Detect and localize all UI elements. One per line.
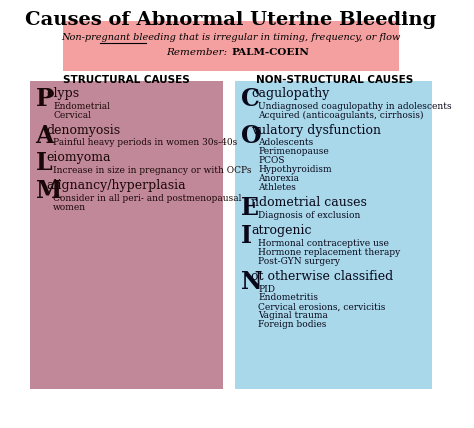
Text: women: women <box>53 203 86 212</box>
Text: alignancy/hyperplasia: alignancy/hyperplasia <box>46 179 186 192</box>
Text: atrogenic: atrogenic <box>251 224 311 237</box>
FancyBboxPatch shape <box>30 81 223 389</box>
Text: Diagnosis of exclusion: Diagnosis of exclusion <box>258 211 361 220</box>
Text: vulatory dysfunction: vulatory dysfunction <box>251 124 381 137</box>
Text: Non-pregnant bleeding that is irregular in timing, frequency, or flow: Non-pregnant bleeding that is irregular … <box>61 33 401 42</box>
Text: Cervical erosions, cervicitis: Cervical erosions, cervicitis <box>258 303 385 312</box>
Text: Endometritis: Endometritis <box>258 294 318 303</box>
Text: Anorexia: Anorexia <box>258 174 299 183</box>
Text: Increase in size in pregnancy or with OCPs: Increase in size in pregnancy or with OC… <box>53 166 252 175</box>
Text: Consider in all peri- and postmenopausal: Consider in all peri- and postmenopausal <box>53 194 242 203</box>
Text: Vaginal trauma: Vaginal trauma <box>258 311 328 321</box>
Text: Hypothyroidism: Hypothyroidism <box>258 165 332 174</box>
Text: Hormonal contraceptive use: Hormonal contraceptive use <box>258 239 389 248</box>
Text: oagulopathy: oagulopathy <box>251 87 329 100</box>
Text: Undiagnosed coagulopathy in adolescents: Undiagnosed coagulopathy in adolescents <box>258 102 452 111</box>
Text: Causes of Abnormal Uterine Bleeding: Causes of Abnormal Uterine Bleeding <box>26 11 437 30</box>
Text: E: E <box>241 196 259 220</box>
Text: denomyosis: denomyosis <box>46 124 120 137</box>
Text: STRUCTURAL CAUSES: STRUCTURAL CAUSES <box>64 75 190 85</box>
Text: A: A <box>36 124 54 148</box>
Text: Hormone replacement therapy: Hormone replacement therapy <box>258 248 401 257</box>
Text: Perimenopause: Perimenopause <box>258 147 329 157</box>
Text: PALM-COEIN: PALM-COEIN <box>232 48 310 57</box>
Text: Remember:: Remember: <box>167 48 231 57</box>
FancyBboxPatch shape <box>63 21 399 71</box>
Text: ot otherwise classified: ot otherwise classified <box>251 270 393 282</box>
Text: Adolescents: Adolescents <box>258 139 313 148</box>
FancyBboxPatch shape <box>236 81 432 389</box>
Text: eiomyoma: eiomyoma <box>46 152 110 164</box>
Text: PCOS: PCOS <box>258 156 285 165</box>
Text: M: M <box>36 179 62 203</box>
Text: ndometrial causes: ndometrial causes <box>251 196 367 209</box>
Text: C: C <box>241 87 259 111</box>
Text: N: N <box>241 270 262 294</box>
Text: Post-GYN surgery: Post-GYN surgery <box>258 257 340 266</box>
Text: Acquired (anticoagulants, cirrhosis): Acquired (anticoagulants, cirrhosis) <box>258 111 424 120</box>
Text: olyps: olyps <box>46 87 79 100</box>
Text: P: P <box>36 87 54 111</box>
Text: Cervical: Cervical <box>53 111 91 120</box>
Text: O: O <box>241 124 261 148</box>
Text: PID: PID <box>258 285 275 294</box>
Text: L: L <box>36 152 52 175</box>
Text: Athletes: Athletes <box>258 183 296 192</box>
Text: Painful heavy periods in women 30s-40s: Painful heavy periods in women 30s-40s <box>53 139 237 148</box>
Text: NON-STRUCTURAL CAUSES: NON-STRUCTURAL CAUSES <box>256 75 413 85</box>
Text: I: I <box>241 224 252 248</box>
Text: Foreign bodies: Foreign bodies <box>258 320 327 329</box>
Text: Endometrial: Endometrial <box>53 102 110 111</box>
